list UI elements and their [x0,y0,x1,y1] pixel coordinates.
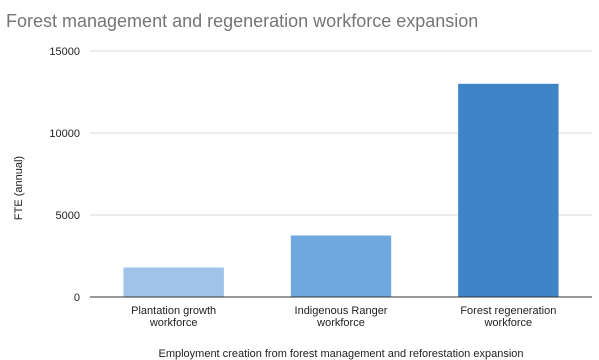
y-axis-ticks: 0 5000 10000 15000 [49,46,80,304]
chart-title: Forest management and regeneration workf… [6,11,478,31]
bar [290,235,392,297]
x-tick-label-line: Forest regeneration [460,305,556,317]
x-tick-label: Forest regeneration workforce [460,305,556,329]
x-tick-label: Indigenous Ranger workforce [295,305,388,329]
bars [123,83,559,297]
y-tick-label: 5000 [56,210,80,222]
x-tick-label-line: Indigenous Ranger [295,305,388,317]
y-tick-label: 15000 [49,46,80,58]
y-tick-label: 10000 [49,128,80,140]
bar [458,83,559,297]
x-tick-label: Plantation growth workforce [131,305,216,329]
x-tick-label-line: Plantation growth [131,305,216,317]
x-axis-label: Employment creation from forest manageme… [158,348,523,360]
x-tick-label-line: workforce [316,317,365,329]
bar [123,267,224,297]
y-axis-label: FTE (annual) [13,156,25,220]
x-tick-label-line: workforce [483,317,532,329]
x-tick-label-line: workforce [149,317,198,329]
y-tick-label: 0 [74,292,80,304]
